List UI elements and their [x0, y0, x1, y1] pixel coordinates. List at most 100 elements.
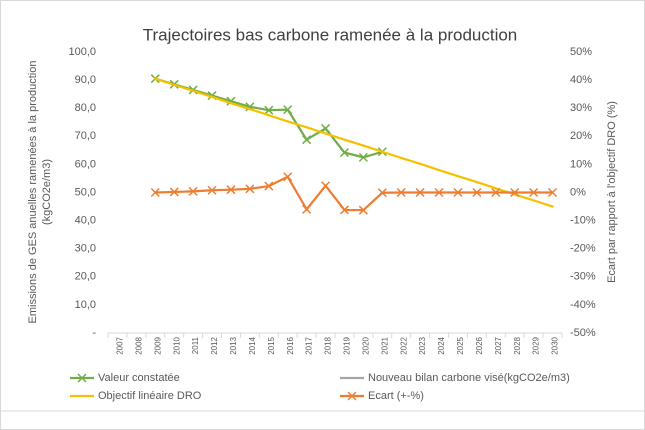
x-tick-label: 2012 [210, 336, 219, 354]
x-tick-label: 2020 [361, 336, 370, 354]
legend-label: Objectif linéaire DRO [98, 390, 202, 402]
point-marker [226, 185, 236, 195]
y-tick-label: 10,0 [75, 299, 96, 311]
point-marker [321, 181, 331, 191]
x-tick-label: 2019 [343, 336, 352, 354]
point-marker [532, 199, 535, 202]
point-marker [551, 205, 554, 208]
point-marker [456, 175, 460, 178]
x-tick-label: 2022 [399, 336, 408, 354]
legend-label: Nouveau bilan carbone visé(kgCO2e/m3) [368, 372, 570, 384]
x-tick-label: 2010 [172, 336, 181, 354]
point-marker [400, 156, 403, 160]
point-marker [343, 138, 346, 141]
x-tick-label: 2021 [380, 336, 389, 354]
y-tick-label: 80,0 [75, 102, 96, 114]
point-marker [437, 168, 441, 172]
y2-axis-title: Ecart par rapport à l'objectif DRO (%) [606, 101, 618, 283]
point-marker [264, 181, 274, 191]
point-marker [245, 184, 255, 194]
point-marker [494, 187, 497, 190]
point-marker [248, 107, 252, 111]
point-marker [415, 187, 425, 198]
point-marker [339, 148, 349, 158]
x-tick-label: 2026 [475, 336, 484, 354]
point-marker [305, 126, 308, 129]
point-marker [229, 101, 233, 105]
point-marker [475, 180, 479, 184]
x-tick-label: 2016 [286, 336, 295, 354]
point-marker [286, 120, 289, 123]
x-tick-label: 2030 [551, 336, 560, 354]
point-marker [210, 95, 214, 99]
point-marker [150, 187, 160, 198]
y2-tick-label: -50% [570, 327, 596, 339]
y2-tick-label: 40% [570, 74, 592, 86]
series-line [155, 175, 553, 212]
point-marker [188, 186, 198, 196]
point-marker [472, 187, 482, 198]
point-marker [381, 150, 384, 153]
point-marker [169, 187, 179, 197]
x-tick-label: 2028 [513, 336, 522, 354]
point-marker [302, 135, 312, 145]
point-marker [510, 187, 520, 198]
point-marker [324, 132, 327, 135]
y2-tick-label: 0% [570, 186, 586, 198]
point-marker [173, 83, 176, 87]
point-marker [154, 77, 157, 80]
x-tick-label: 2025 [456, 336, 465, 354]
x-tick-label: 2013 [229, 336, 238, 354]
point-marker [434, 187, 444, 198]
y2-tick-label: 50% [570, 46, 592, 58]
point-marker [453, 187, 463, 198]
y2-tick-label: 10% [570, 158, 592, 170]
chart-title: Trajectoires bas carbone ramenée à la pr… [143, 25, 518, 44]
y2-tick-label: -10% [570, 215, 596, 227]
point-marker [358, 152, 368, 162]
point-marker [321, 123, 331, 133]
legend-label: Ecart (+-%) [368, 390, 424, 402]
x-tick-label: 2009 [153, 336, 162, 354]
x-tick-label: 2029 [532, 336, 541, 354]
point-marker [362, 144, 365, 147]
legend-label: Valeur constatée [98, 372, 180, 384]
y-tick-label: 60,0 [75, 158, 96, 170]
point-marker [283, 172, 293, 182]
x-tick-label: 2008 [134, 336, 143, 354]
point-marker [396, 187, 406, 198]
y-axis-title: Emissions de GES anuelles ramenées à la … [27, 61, 39, 324]
series-line [154, 77, 553, 208]
y2-tick-label: -30% [570, 271, 596, 283]
y-tick-label: - [92, 327, 96, 339]
point-marker [491, 187, 501, 198]
point-marker [207, 185, 217, 195]
x-tick-label: 2011 [191, 336, 200, 354]
x-tick-label: 2027 [494, 336, 503, 354]
x-tick-label: 2007 [116, 336, 125, 354]
point-marker [302, 204, 312, 214]
point-marker [377, 188, 387, 198]
point-marker [191, 89, 195, 92]
y-tick-label: 50,0 [75, 186, 96, 198]
point-marker [548, 187, 558, 198]
point-marker [283, 105, 293, 115]
legend-marker [347, 391, 357, 401]
y-tick-label: 40,0 [75, 215, 96, 227]
x-tick-label: 2023 [418, 336, 427, 354]
y-tick-label: 90,0 [75, 74, 96, 86]
point-marker [418, 162, 422, 166]
point-marker [267, 114, 270, 117]
x-tick-label: 2024 [437, 336, 446, 354]
x-tick-label: 2018 [324, 336, 333, 354]
y-tick-label: 100,0 [68, 46, 96, 58]
x-tick-label: 2014 [248, 336, 257, 354]
legend-marker [77, 373, 87, 383]
point-marker [358, 205, 368, 215]
x-tick-label: 2017 [305, 336, 314, 354]
y-tick-label: 70,0 [75, 130, 96, 142]
point-marker [529, 187, 539, 198]
y2-tick-label: 20% [570, 130, 592, 142]
